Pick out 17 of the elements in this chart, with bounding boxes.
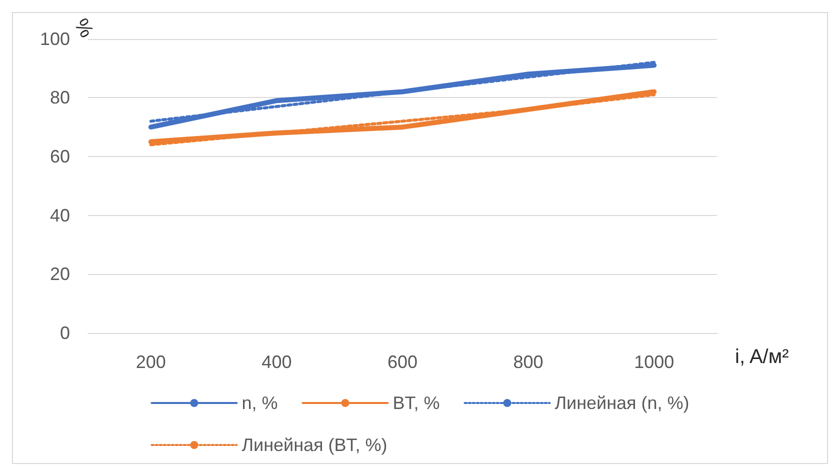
x-tick-label: 800 [513, 352, 544, 372]
legend-label: Линейная (BT, %) [242, 435, 388, 455]
y-tick-label: 20 [50, 264, 70, 284]
y-tick-label: 40 [50, 205, 70, 226]
x-tick-label: 200 [136, 352, 166, 372]
x-tick-label: 600 [387, 352, 418, 372]
legend-label: n, % [242, 393, 278, 413]
y-tick-label: 80 [50, 88, 70, 108]
y-axis-title: % [70, 15, 98, 42]
legend-label: Линейная (n, %) [554, 393, 690, 413]
x-tick-label: 400 [262, 352, 292, 372]
y-tick-label: 100 [40, 28, 70, 49]
y-tick-label: 0 [60, 323, 70, 343]
legend-label: BT, % [392, 393, 440, 413]
y-tick-label: 60 [50, 146, 70, 166]
x-tick-label: 1000 [634, 352, 674, 372]
x-axis-title: i, A/м² [735, 346, 790, 368]
